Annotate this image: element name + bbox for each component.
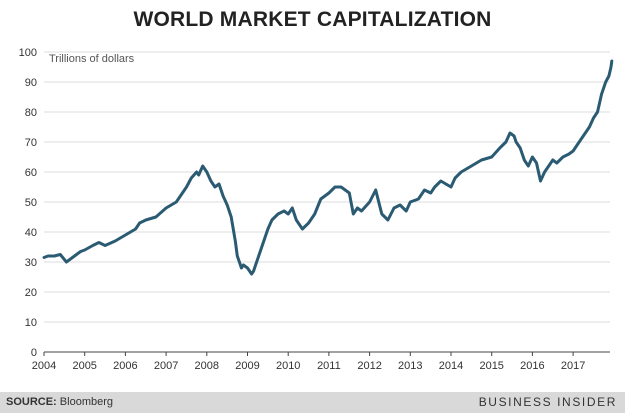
y-tick-label: 30 xyxy=(25,257,37,269)
y-tick-label: 40 xyxy=(25,227,37,239)
source-label: SOURCE: xyxy=(6,396,57,408)
y-tick-label: 0 xyxy=(31,347,37,359)
x-tick-label: 2005 xyxy=(72,360,96,372)
y-tick-label: 50 xyxy=(25,197,37,209)
x-tick-label: 2007 xyxy=(154,360,178,372)
source-credit: SOURCE: Bloomberg xyxy=(6,396,113,408)
x-tick-label: 2006 xyxy=(113,360,137,372)
x-tick-label: 2008 xyxy=(195,360,219,372)
x-axis-ticks: 2004 2005 2006 2007 2008 2009 2010 2011 2012 2013… xyxy=(32,352,585,372)
y-tick-label: 60 xyxy=(25,167,37,179)
x-tick-label: 2013 xyxy=(398,360,422,372)
y-tick-label: 10 xyxy=(25,317,37,329)
x-tick-label: 2012 xyxy=(357,360,381,372)
series-line-market-cap xyxy=(42,59,614,276)
x-tick-label: 2011 xyxy=(317,360,341,372)
y-tick-label: 20 xyxy=(25,287,37,299)
grid-lines xyxy=(44,51,610,323)
unit-label: Trillions of dollars xyxy=(49,53,135,65)
x-tick-label: 2017 xyxy=(561,360,585,372)
x-tick-label: 2015 xyxy=(479,360,503,372)
x-tick-label: 2009 xyxy=(235,360,259,372)
x-tick-label: 2016 xyxy=(520,360,544,372)
x-tick-label: 2014 xyxy=(439,360,463,372)
chart-title: WORLD MARKET CAPITALIZATION xyxy=(133,8,492,31)
y-tick-label: 90 xyxy=(25,77,37,89)
source-value: Bloomberg xyxy=(59,396,113,408)
x-tick-label: 2010 xyxy=(276,360,300,372)
y-tick-label: 100 xyxy=(19,47,37,59)
x-tick-label: 2004 xyxy=(32,360,56,372)
y-tick-label: 70 xyxy=(25,137,37,149)
y-axis-ticks: 0 10 20 30 40 50 60 70 80 90 100 xyxy=(19,47,37,359)
line-chart: Trillions of dollars 0 10 20 30 40 50 60 70 80 90… xyxy=(19,47,614,372)
footer-bar: SOURCE: Bloomberg BUSINESS INSIDER xyxy=(0,392,625,413)
brand-logo: BUSINESS INSIDER xyxy=(478,395,617,409)
y-tick-label: 80 xyxy=(25,107,37,119)
